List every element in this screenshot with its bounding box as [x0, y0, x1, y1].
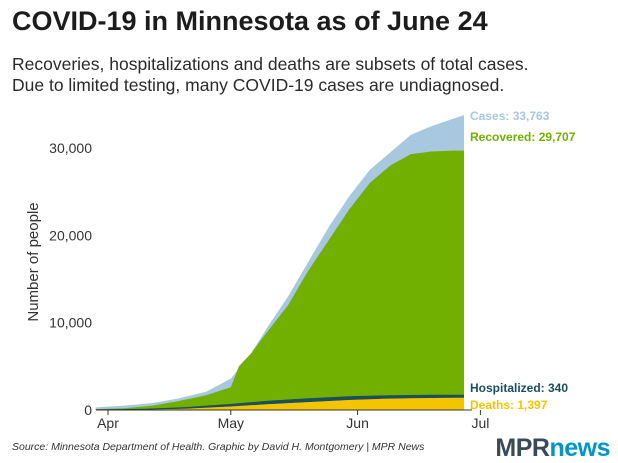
logo-part-mpr: MPR [495, 434, 550, 462]
chart-title: COVID-19 in Minnesota as of June 24 [12, 6, 488, 36]
x-tick-label-3: Jul [471, 415, 489, 431]
source-credit: Source: Minnesota Department of Health. … [12, 441, 425, 453]
recovered-label: Recovered: 29,707 [470, 130, 576, 144]
y-axis-label: Number of people [25, 202, 42, 321]
cases-label: Cases: 33,763 [470, 109, 550, 123]
deaths-area [95, 397, 464, 410]
x-tick-label-2: Jun [346, 415, 369, 431]
y-tick-label-3: 30,000 [49, 140, 92, 156]
y-tick-label-1: 10,000 [49, 315, 92, 331]
chart-subtitle-line-1: Recoveries, hospitalizations and deaths … [12, 54, 529, 74]
hospitalized-label: Hospitalized: 340 [470, 381, 568, 395]
logo-part-news: news [549, 434, 610, 462]
y-tick-label-0: 0 [84, 402, 92, 418]
x-tick-label-1: May [218, 415, 244, 431]
deaths-label: Deaths: 1,397 [470, 398, 548, 412]
recovered-area [95, 150, 464, 410]
x-tick-label-0: Apr [97, 415, 119, 431]
y-tick-label-2: 20,000 [49, 227, 92, 243]
hospitalized-area [95, 394, 464, 410]
chart-subtitle-line-2: Due to limited testing, many COVID-19 ca… [12, 75, 505, 95]
mpr-news-logo: MPRnews [495, 434, 610, 463]
